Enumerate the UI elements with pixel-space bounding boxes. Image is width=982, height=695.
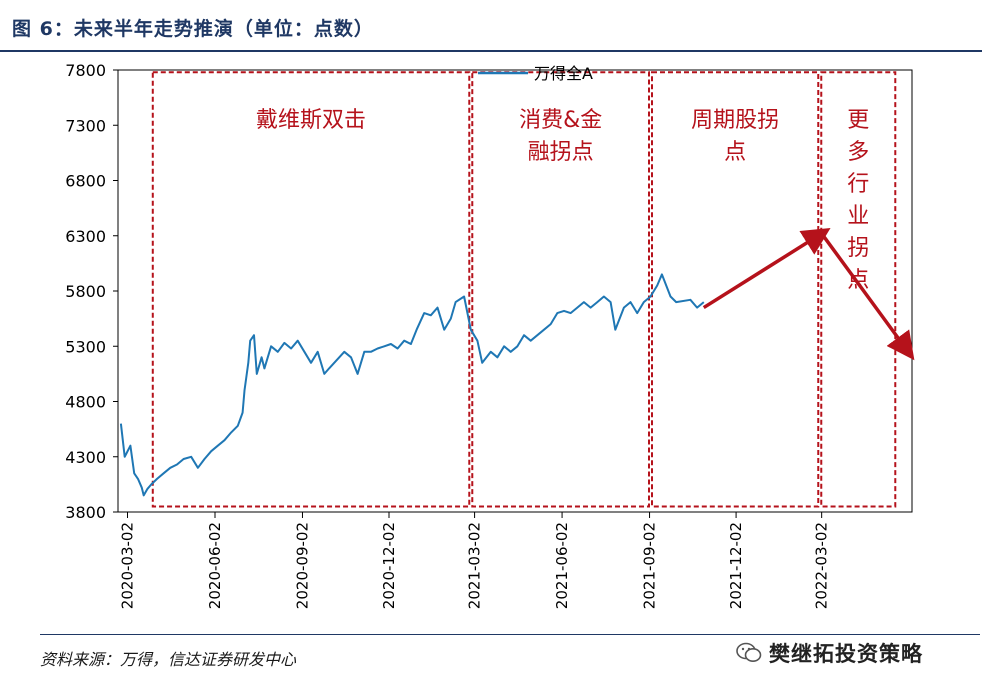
title-divider: [0, 50, 982, 52]
x-tick-label: 2021-03-02: [466, 522, 484, 609]
x-tick-label: 2021-06-02: [553, 522, 571, 609]
region-box: [471, 71, 651, 508]
x-tick-label: 2020-09-02: [293, 522, 311, 609]
plot-area: [117, 69, 913, 513]
region-label: 更多行业拐点: [847, 108, 869, 293]
region-box: [651, 71, 820, 508]
region-label: 戴维斯双击: [256, 108, 366, 133]
y-tick-label: 7300: [65, 116, 106, 135]
series-line: [119, 273, 705, 497]
y-tick-label: 3800: [65, 503, 106, 522]
x-tick-label: 2020-12-02: [380, 522, 398, 609]
region-box: [820, 71, 897, 508]
projection-arrow: [820, 232, 915, 361]
source-note: 资料来源：万得，信达证券研发中心: [40, 650, 297, 669]
region-label: 消费&金融拐点: [519, 108, 602, 165]
chart-title: 图 6：未来半年走势推演（单位：点数）: [12, 18, 374, 40]
y-tick-label: 7800: [65, 61, 106, 80]
legend-label: 万得全A: [534, 64, 593, 83]
x-tick-label: 2021-09-02: [641, 522, 659, 609]
region-box: [151, 71, 471, 508]
x-tick-label: 2021-12-02: [727, 522, 745, 609]
brand-watermark: 樊继拓投资策略: [735, 638, 923, 668]
projection-arrow: [702, 227, 831, 310]
y-tick-label: 4300: [65, 448, 106, 467]
x-tick-label: 2022-03-02: [813, 522, 831, 609]
y-tick-label: 6800: [65, 172, 106, 191]
y-tick-label: 4800: [65, 393, 106, 412]
wechat-icon: [736, 642, 762, 662]
line-chart: 3800 4300 4800 5300 5800 6300 6800 7300 7800 2020…: [65, 61, 915, 609]
region-label: 周期股拐点: [691, 108, 779, 165]
x-tick-label: 2020-03-02: [119, 522, 137, 609]
y-tick-label: 6300: [65, 227, 106, 246]
x-tick-label: 2020-06-02: [206, 522, 224, 609]
y-tick-label: 5800: [65, 282, 106, 301]
source-divider: [40, 634, 980, 635]
brand-name: 樊继拓投资策略: [769, 642, 923, 666]
y-tick-label: 5300: [65, 337, 106, 356]
